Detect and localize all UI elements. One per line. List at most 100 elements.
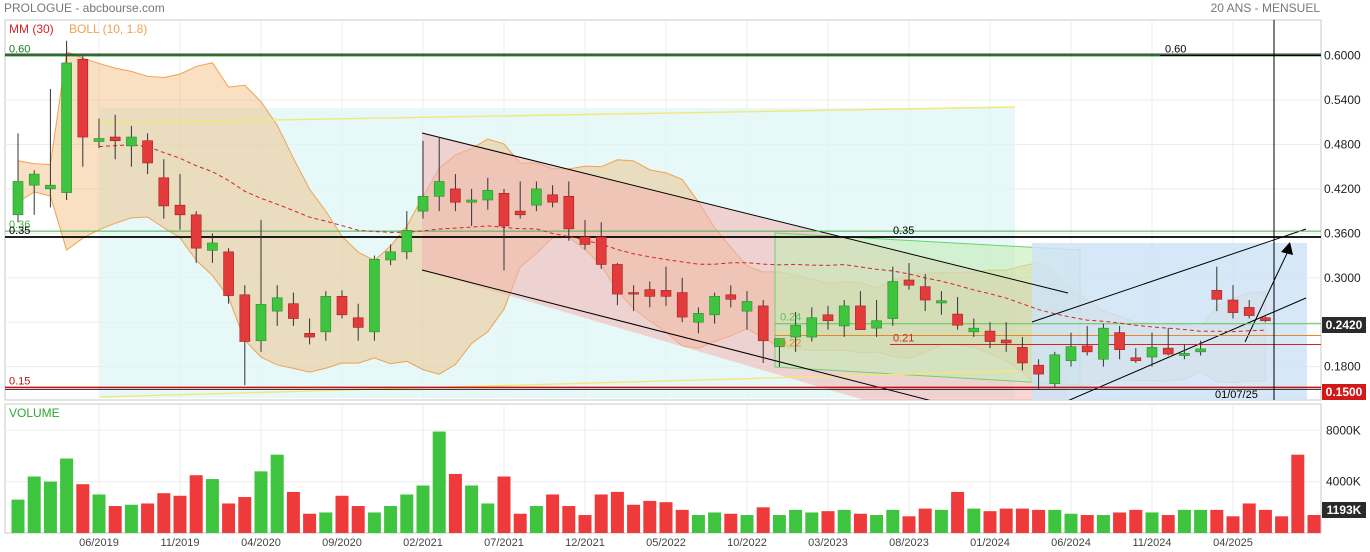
candle-body [1146, 347, 1158, 358]
candle-body [190, 214, 202, 249]
volume-bar [124, 504, 138, 533]
candle [304, 318, 315, 345]
candle-body [952, 313, 963, 326]
date-marker-label: 01/07/25 [1215, 389, 1258, 401]
candle-body [142, 140, 153, 164]
candle-body [239, 294, 251, 342]
volume-bar [1145, 512, 1159, 533]
candle-body [644, 289, 656, 297]
candle [417, 140, 429, 219]
candle-body [482, 190, 494, 201]
volume-bar [870, 515, 884, 533]
candle [190, 211, 202, 263]
x-tick-label: 10/2022 [727, 537, 767, 549]
candle [741, 291, 753, 330]
volume-bar [400, 494, 414, 533]
candle-body [417, 195, 429, 212]
candle [223, 248, 234, 304]
volume-bar [173, 495, 187, 533]
level-label: 0.21 [893, 332, 914, 344]
candle-body [28, 173, 40, 186]
candle-body [288, 303, 299, 319]
target-zone-blue [1032, 243, 1307, 400]
candle-body [77, 58, 89, 138]
volume-bar [886, 509, 900, 533]
volume-bar [513, 513, 527, 533]
legend-boll: BOLL (10, 1.8) [69, 22, 147, 36]
candle [239, 285, 251, 386]
candle [482, 177, 494, 210]
volume-bar [384, 506, 398, 533]
x-tick-label: 09/2020 [322, 537, 362, 549]
chart-source-title: PROLOGUE - abcbourse.com [4, 1, 165, 15]
wedge-lower-line [1068, 297, 1307, 400]
candle-body [1081, 345, 1093, 353]
candle-body [514, 210, 526, 216]
candle [936, 291, 947, 315]
candle [612, 262, 623, 306]
candle [514, 181, 526, 219]
candle-body [255, 304, 267, 342]
low-marker-label: 0.1500 [1326, 385, 1363, 399]
candle-body [579, 236, 591, 245]
candle-body [45, 184, 56, 190]
candle [255, 220, 267, 352]
volume-bar [367, 512, 381, 533]
volume-bar [1242, 503, 1256, 533]
candle-body [352, 317, 364, 328]
candle-body [968, 327, 980, 333]
volume-bar [1307, 515, 1321, 533]
candle-body [790, 324, 801, 338]
price-tick-label: 0.1800 [1324, 360, 1361, 374]
candle [806, 307, 818, 342]
candle [757, 300, 769, 363]
volume-bar [853, 513, 867, 533]
candle-body [936, 300, 947, 304]
volume-bar [1340, 518, 1353, 533]
candle [693, 307, 704, 334]
candle-body [1065, 346, 1077, 362]
volume-bar [740, 515, 754, 533]
candle-body [336, 295, 348, 316]
candle [12, 133, 24, 223]
candle-body [385, 251, 396, 261]
candle-body [1130, 357, 1142, 362]
candle-body [1049, 354, 1061, 385]
x-tick-label: 08/2023 [889, 537, 929, 549]
price-tick-label: 0.4800 [1324, 137, 1361, 151]
volume-bar [43, 481, 57, 533]
volume-bar [1258, 509, 1272, 533]
volume-bar [789, 509, 803, 533]
candle-body [1017, 347, 1028, 364]
candle [774, 338, 785, 367]
volume-bar [594, 494, 608, 533]
x-tick-label: 02/2021 [403, 537, 443, 549]
candle-body [1033, 364, 1044, 375]
volume-bar [448, 473, 462, 533]
volume-bar [254, 471, 268, 533]
level-label: 0.24 [780, 312, 801, 324]
candle [1130, 348, 1142, 363]
price-tick-label: 0.3000 [1324, 271, 1361, 285]
candle [1098, 323, 1109, 367]
candle-body [1260, 317, 1271, 322]
volume-tick-label: 8000K [1326, 423, 1361, 437]
x-tick-label: 01/2024 [970, 537, 1010, 549]
volume-bar [11, 499, 25, 533]
candle [1162, 328, 1174, 356]
volume-bar [76, 484, 90, 533]
volume-bar [1080, 515, 1094, 533]
volume-bar [934, 509, 948, 533]
candle [628, 285, 639, 312]
legend-volume: VOLUME [9, 406, 60, 420]
x-tick-label: 06/2019 [79, 537, 119, 549]
candle [1114, 325, 1125, 360]
candle-body [903, 279, 915, 286]
volume-bar [1177, 509, 1191, 533]
price-axis: 0.6000 0.5400 0.4800 0.4200 0.3600 0.3000 0.24… [1324, 49, 1361, 374]
candle [352, 303, 364, 341]
candle-body [1162, 347, 1174, 355]
volume-bar [578, 515, 592, 533]
candle-body [806, 317, 818, 338]
